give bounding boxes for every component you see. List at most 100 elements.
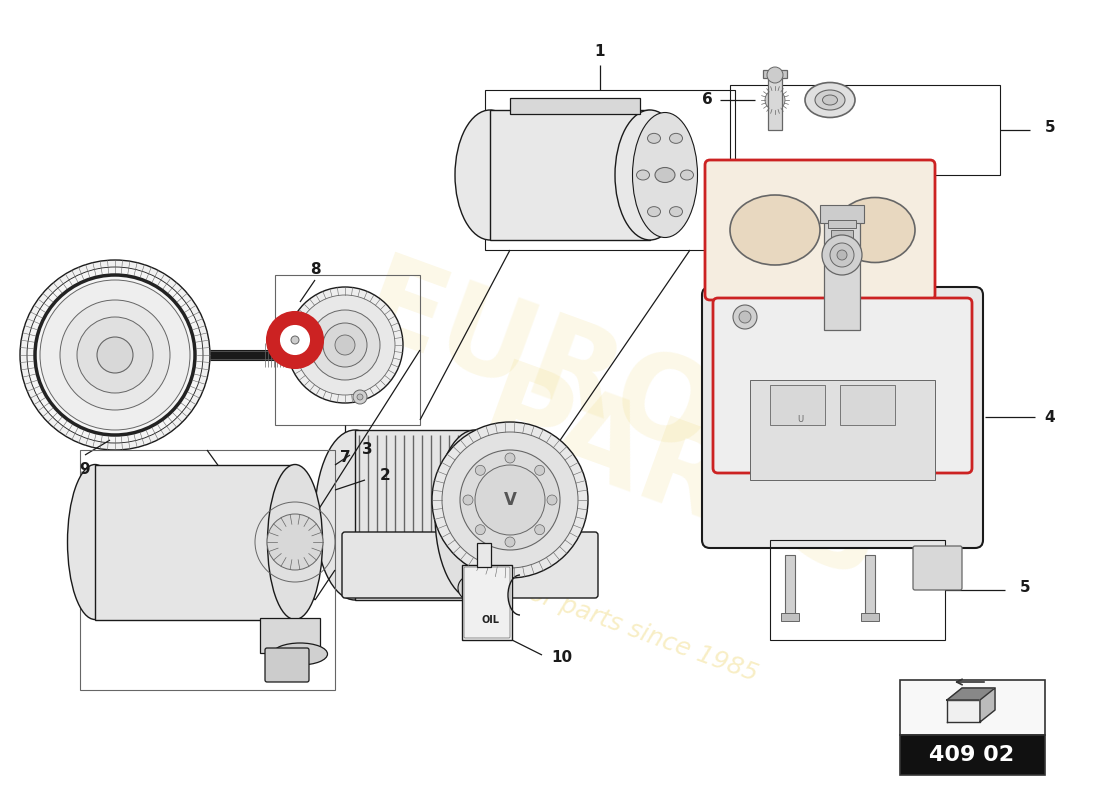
Bar <box>490 110 650 240</box>
Bar <box>275 275 420 425</box>
Circle shape <box>463 495 473 505</box>
Bar <box>828 220 856 228</box>
Bar <box>770 540 945 640</box>
Bar <box>861 613 879 621</box>
Circle shape <box>292 336 299 344</box>
Circle shape <box>432 422 588 578</box>
Ellipse shape <box>648 134 660 143</box>
Circle shape <box>336 335 355 355</box>
Ellipse shape <box>670 206 682 217</box>
Circle shape <box>358 394 363 400</box>
Ellipse shape <box>455 110 525 240</box>
Circle shape <box>505 537 515 547</box>
Bar <box>477 543 491 567</box>
Bar <box>95 465 295 620</box>
Circle shape <box>830 243 854 267</box>
Text: 7: 7 <box>340 450 350 465</box>
Circle shape <box>442 432 578 568</box>
Text: a passion for parts since 1985: a passion for parts since 1985 <box>398 534 761 686</box>
Circle shape <box>40 280 190 430</box>
Text: 10: 10 <box>551 650 573 666</box>
Text: U: U <box>796 415 803 425</box>
Bar <box>355 430 475 600</box>
Circle shape <box>310 310 380 380</box>
Circle shape <box>837 250 847 260</box>
Circle shape <box>267 514 323 570</box>
Ellipse shape <box>67 465 122 619</box>
Bar <box>865 555 874 615</box>
Bar <box>510 98 640 114</box>
Ellipse shape <box>654 167 675 182</box>
Circle shape <box>767 67 783 83</box>
Bar <box>485 90 735 250</box>
Ellipse shape <box>815 90 845 110</box>
Polygon shape <box>947 688 996 700</box>
Ellipse shape <box>315 430 395 600</box>
Circle shape <box>323 323 367 367</box>
Text: 9: 9 <box>79 462 90 478</box>
Bar <box>768 75 782 130</box>
Bar <box>900 680 1045 735</box>
FancyBboxPatch shape <box>713 298 972 473</box>
Ellipse shape <box>823 95 837 105</box>
Circle shape <box>460 450 560 550</box>
Bar <box>820 205 864 223</box>
Ellipse shape <box>805 82 855 118</box>
Polygon shape <box>947 700 980 722</box>
Text: 1: 1 <box>595 45 605 59</box>
Circle shape <box>822 235 862 275</box>
Circle shape <box>97 337 133 373</box>
Bar <box>750 380 935 480</box>
Circle shape <box>739 311 751 323</box>
Circle shape <box>535 525 544 534</box>
Bar <box>840 385 895 425</box>
Text: V: V <box>504 491 516 509</box>
Ellipse shape <box>434 430 515 600</box>
Text: OIL: OIL <box>481 615 499 625</box>
Circle shape <box>280 326 309 354</box>
Ellipse shape <box>670 134 682 143</box>
Bar <box>350 540 590 590</box>
Ellipse shape <box>273 643 328 665</box>
Circle shape <box>475 466 485 475</box>
Bar <box>900 735 1045 775</box>
Text: 8: 8 <box>310 262 320 278</box>
FancyBboxPatch shape <box>705 160 935 300</box>
Ellipse shape <box>648 206 660 217</box>
FancyBboxPatch shape <box>464 567 510 638</box>
FancyBboxPatch shape <box>913 546 962 590</box>
Bar <box>830 230 852 238</box>
Circle shape <box>295 295 395 395</box>
FancyBboxPatch shape <box>265 648 309 682</box>
Bar <box>781 613 799 621</box>
FancyBboxPatch shape <box>702 287 983 548</box>
Text: 4: 4 <box>1045 410 1055 425</box>
Circle shape <box>733 305 757 329</box>
Circle shape <box>267 312 323 368</box>
Ellipse shape <box>681 170 693 180</box>
Bar <box>785 555 795 615</box>
Bar <box>462 565 512 640</box>
Ellipse shape <box>835 198 915 262</box>
Circle shape <box>475 465 544 535</box>
Bar <box>833 240 851 248</box>
Ellipse shape <box>637 170 649 180</box>
Circle shape <box>28 267 204 443</box>
Text: EUROB: EUROB <box>345 248 815 512</box>
Circle shape <box>77 317 153 393</box>
Text: 409 02: 409 02 <box>930 745 1014 765</box>
Text: 5: 5 <box>1045 121 1055 135</box>
Circle shape <box>535 466 544 475</box>
Circle shape <box>287 287 403 403</box>
Ellipse shape <box>730 195 820 265</box>
Circle shape <box>764 90 785 110</box>
Circle shape <box>458 576 482 600</box>
Text: 6: 6 <box>702 93 713 107</box>
Circle shape <box>20 260 210 450</box>
Bar <box>80 450 336 690</box>
Bar <box>824 215 860 330</box>
Circle shape <box>475 525 485 534</box>
Text: PARTS: PARTS <box>464 354 896 606</box>
Circle shape <box>353 390 367 404</box>
Bar <box>260 618 320 653</box>
